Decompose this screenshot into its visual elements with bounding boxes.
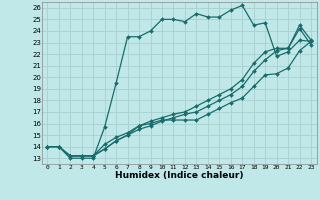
X-axis label: Humidex (Indice chaleur): Humidex (Indice chaleur) [115, 171, 244, 180]
